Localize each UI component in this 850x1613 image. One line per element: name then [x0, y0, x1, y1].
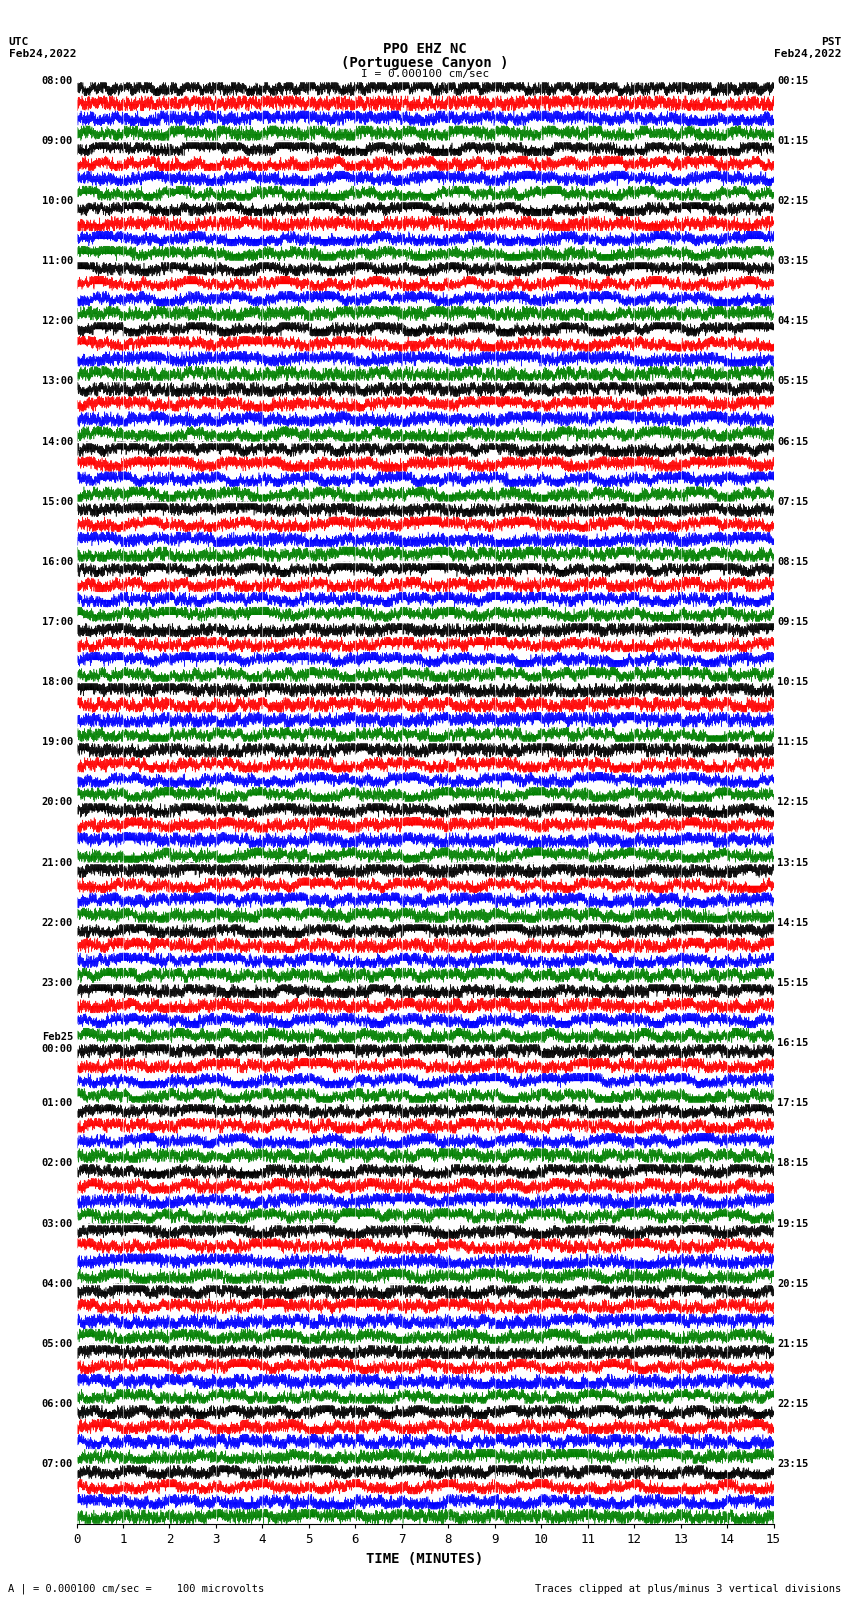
Text: 08:00: 08:00 — [42, 76, 73, 85]
Text: 23:00: 23:00 — [42, 977, 73, 987]
Text: 01:00: 01:00 — [42, 1098, 73, 1108]
Text: 21:00: 21:00 — [42, 858, 73, 868]
Text: 05:15: 05:15 — [777, 376, 808, 387]
Text: 09:15: 09:15 — [777, 618, 808, 627]
Text: 23:15: 23:15 — [777, 1460, 808, 1469]
Text: (Portuguese Canyon ): (Portuguese Canyon ) — [341, 56, 509, 71]
Text: 13:15: 13:15 — [777, 858, 808, 868]
Text: Feb25
00:00: Feb25 00:00 — [42, 1032, 73, 1053]
Text: 07:00: 07:00 — [42, 1460, 73, 1469]
Text: 12:00: 12:00 — [42, 316, 73, 326]
Text: 06:15: 06:15 — [777, 437, 808, 447]
Text: Traces clipped at plus/minus 3 vertical divisions: Traces clipped at plus/minus 3 vertical … — [536, 1584, 842, 1594]
Text: PPO EHZ NC: PPO EHZ NC — [383, 42, 467, 56]
Text: 19:00: 19:00 — [42, 737, 73, 747]
Text: 20:00: 20:00 — [42, 797, 73, 808]
Text: 14:00: 14:00 — [42, 437, 73, 447]
Text: 15:15: 15:15 — [777, 977, 808, 987]
Text: UTC
Feb24,2022: UTC Feb24,2022 — [8, 37, 76, 58]
Text: 16:00: 16:00 — [42, 556, 73, 566]
Text: I = 0.000100 cm/sec: I = 0.000100 cm/sec — [361, 69, 489, 79]
Text: 00:15: 00:15 — [777, 76, 808, 85]
Text: 04:00: 04:00 — [42, 1279, 73, 1289]
Text: 09:00: 09:00 — [42, 135, 73, 145]
Text: 05:00: 05:00 — [42, 1339, 73, 1348]
Text: 18:15: 18:15 — [777, 1158, 808, 1168]
Text: 01:15: 01:15 — [777, 135, 808, 145]
Text: 08:15: 08:15 — [777, 556, 808, 566]
Text: 17:15: 17:15 — [777, 1098, 808, 1108]
Text: 10:15: 10:15 — [777, 677, 808, 687]
Text: 20:15: 20:15 — [777, 1279, 808, 1289]
X-axis label: TIME (MINUTES): TIME (MINUTES) — [366, 1552, 484, 1566]
Text: 13:00: 13:00 — [42, 376, 73, 387]
Text: 06:00: 06:00 — [42, 1398, 73, 1410]
Text: 02:00: 02:00 — [42, 1158, 73, 1168]
Text: 07:15: 07:15 — [777, 497, 808, 506]
Text: 22:00: 22:00 — [42, 918, 73, 927]
Text: 10:00: 10:00 — [42, 195, 73, 206]
Text: 17:00: 17:00 — [42, 618, 73, 627]
Text: 14:15: 14:15 — [777, 918, 808, 927]
Text: A | = 0.000100 cm/sec =    100 microvolts: A | = 0.000100 cm/sec = 100 microvolts — [8, 1582, 264, 1594]
Text: PST
Feb24,2022: PST Feb24,2022 — [774, 37, 842, 58]
Text: 21:15: 21:15 — [777, 1339, 808, 1348]
Text: 02:15: 02:15 — [777, 195, 808, 206]
Text: 16:15: 16:15 — [777, 1039, 808, 1048]
Text: 15:00: 15:00 — [42, 497, 73, 506]
Text: 18:00: 18:00 — [42, 677, 73, 687]
Text: 12:15: 12:15 — [777, 797, 808, 808]
Text: 04:15: 04:15 — [777, 316, 808, 326]
Text: 11:15: 11:15 — [777, 737, 808, 747]
Text: 03:15: 03:15 — [777, 256, 808, 266]
Text: 19:15: 19:15 — [777, 1218, 808, 1229]
Text: 22:15: 22:15 — [777, 1398, 808, 1410]
Text: 11:00: 11:00 — [42, 256, 73, 266]
Text: 03:00: 03:00 — [42, 1218, 73, 1229]
